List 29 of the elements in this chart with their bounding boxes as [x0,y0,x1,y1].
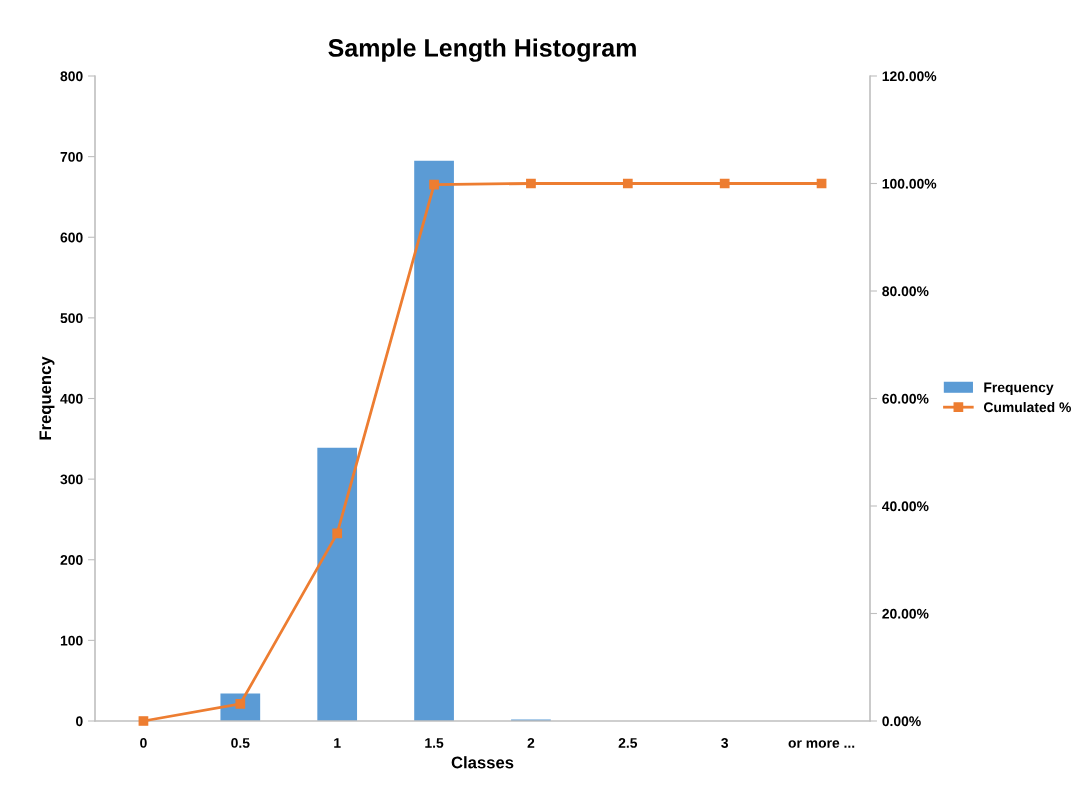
y2-tick-label: 60.00% [882,393,929,404]
y2-tick-label: 120.00% [882,71,937,82]
y-tick-label: 300 [60,474,83,485]
y2-tick-label: 20.00% [882,608,929,619]
y2-tick-label: 100.00% [882,178,937,189]
x-tick-label: 2.5 [618,738,638,748]
y2-tick-label: 80.00% [882,286,929,297]
legend-label: Cumulated % [983,401,1071,413]
y-axis-title: Frequency [39,356,55,440]
y2-tick-label: 40.00% [882,501,929,512]
legend-label: Frequency [984,382,1054,396]
x-tick-label: or more ... [788,740,855,748]
x-tick-label: 1 [334,738,341,748]
y2-tick-label: 0.00% [882,716,921,727]
y-tick-label: 0 [76,716,83,727]
x-tick-label: 0 [140,738,147,748]
y-tick-label: 400 [60,393,83,404]
y-tick-label: 500 [60,313,83,324]
x-tick-label: 2 [527,738,535,748]
y-tick-label: 200 [60,555,83,565]
x-tick-label: 3 [721,738,729,748]
x-tick-label: 0.5 [231,738,250,748]
x-tick-label: 1.5 [425,738,444,748]
y-tick-label: 100 [60,635,83,646]
y-tick-label: 800 [60,71,83,82]
y-tick-label: 700 [60,151,83,162]
y-tick-label: 600 [60,232,83,243]
chart-title: Sample Length Histogram [328,38,636,62]
x-axis-title: Classes [451,756,514,769]
